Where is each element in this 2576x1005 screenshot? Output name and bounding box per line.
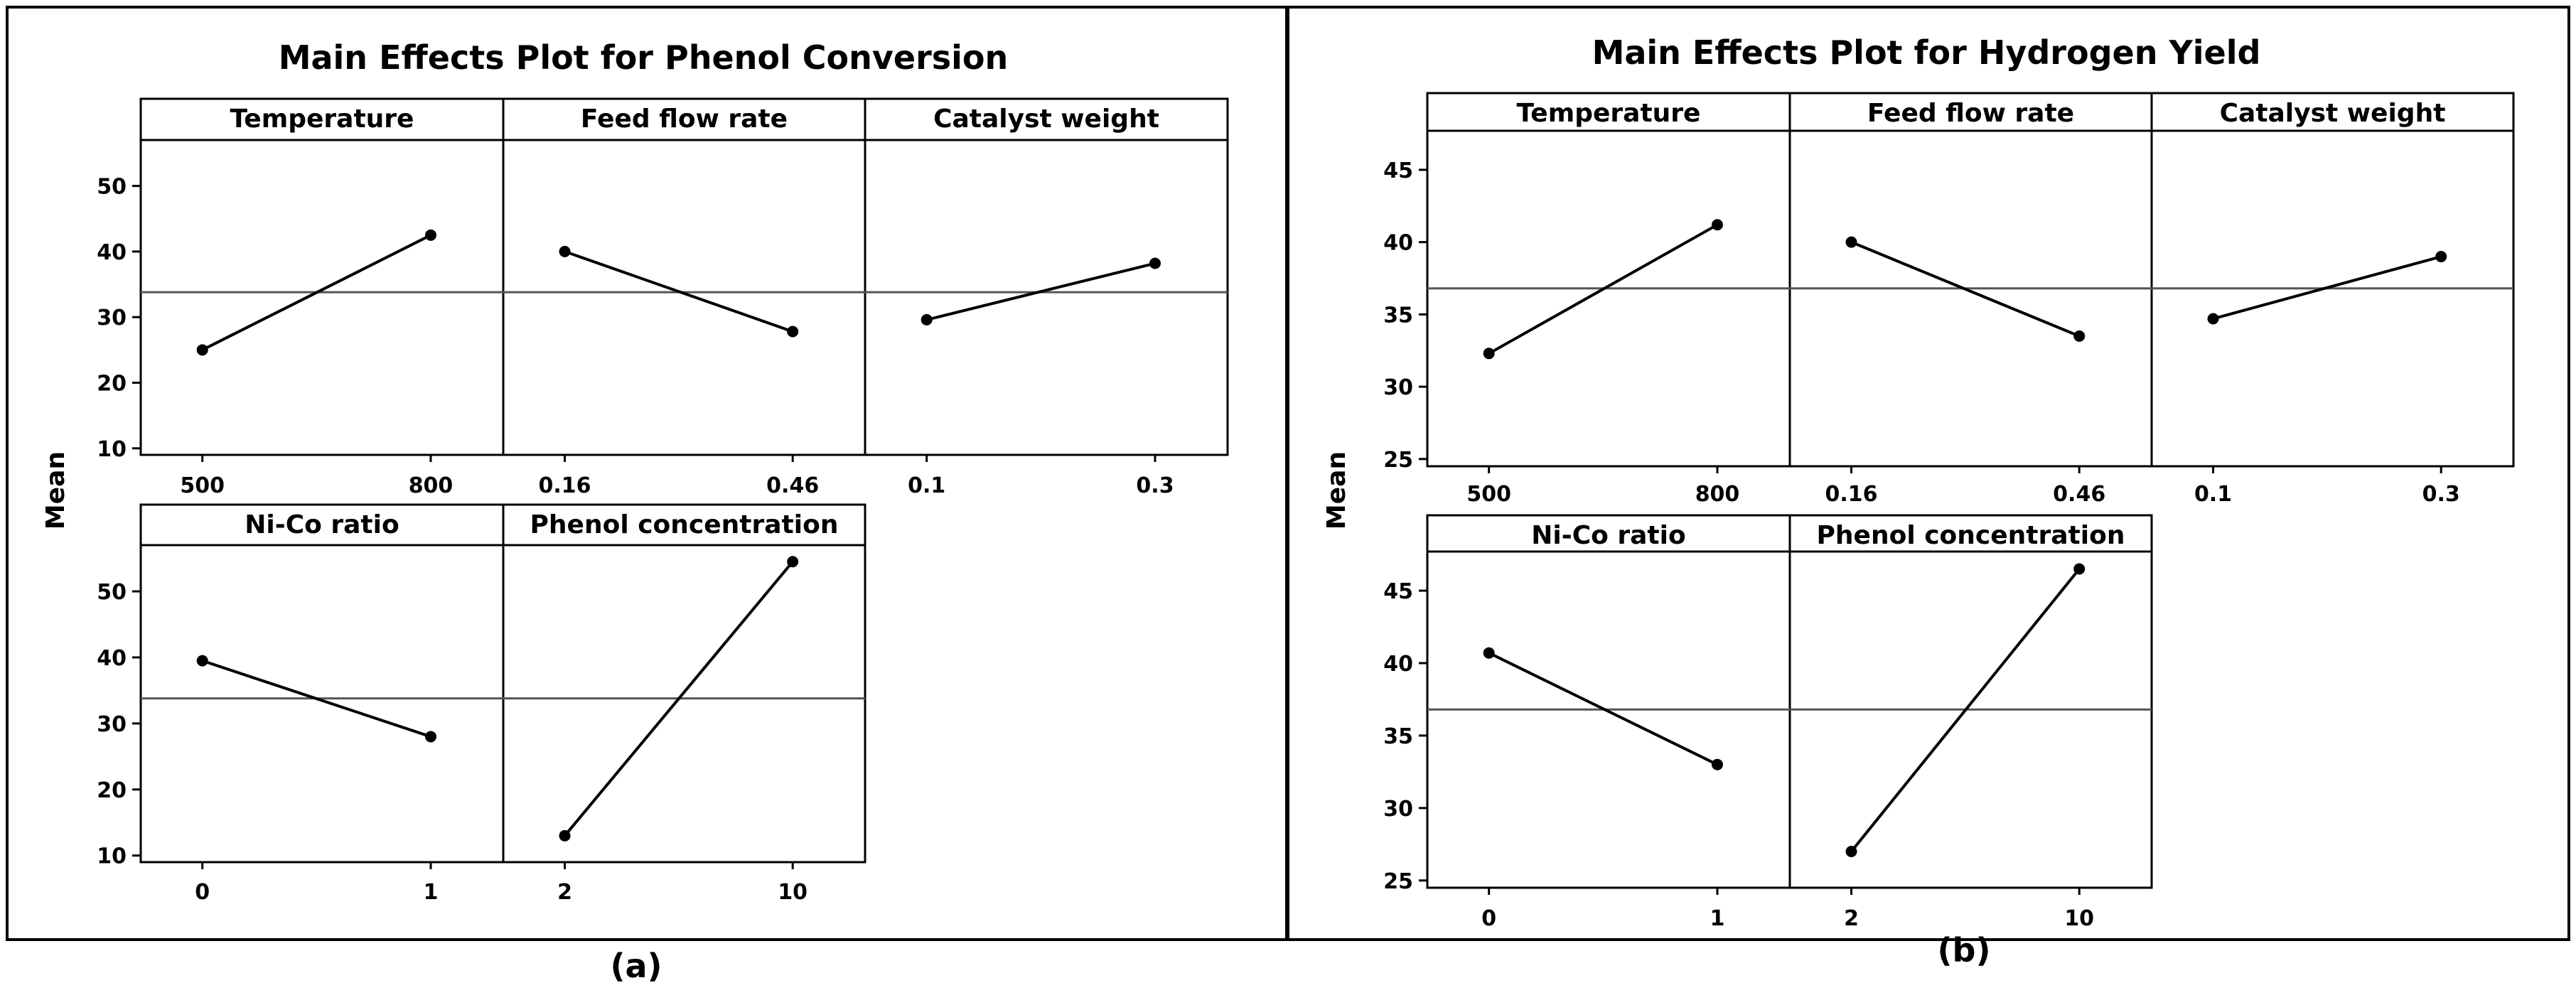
data-point (1712, 758, 1723, 770)
data-point (1483, 348, 1495, 360)
x-tick-label: 2 (1844, 906, 1859, 931)
x-tick-label: 2 (557, 880, 572, 905)
data-point (425, 229, 436, 241)
x-tick-label: 0 (195, 880, 210, 905)
x-tick-label: 1 (424, 880, 439, 905)
x-tick-label: 0.16 (539, 473, 591, 498)
figure-frame (1287, 6, 2570, 941)
y-tick-label: 25 (1383, 448, 1413, 473)
y-tick-label: 30 (97, 712, 127, 737)
panel-group-frame (1426, 92, 2515, 468)
y-tick-label: 35 (1383, 303, 1413, 328)
y-tick-label: 40 (97, 240, 127, 265)
effect-line (201, 234, 431, 352)
x-tick-label: 0.1 (908, 473, 945, 498)
y-tick-label: 20 (97, 371, 127, 396)
y-tick-label: 45 (1383, 579, 1413, 604)
data-point (196, 344, 208, 356)
y-tick-label: 50 (97, 175, 127, 200)
x-tick-label: 0.46 (2053, 482, 2105, 507)
y-axis-label: Mean (1322, 451, 1351, 530)
data-point (2207, 313, 2219, 325)
y-tick-label: 40 (1383, 652, 1413, 677)
data-point (1149, 257, 1161, 269)
y-tick-label: 20 (97, 778, 127, 803)
y-tick-label: 25 (1383, 869, 1413, 894)
effect-line (564, 250, 793, 333)
data-point (2435, 251, 2447, 262)
x-tick-label: 500 (180, 473, 225, 498)
y-tick-label: 10 (97, 437, 127, 462)
y-tick-label: 35 (1383, 724, 1413, 749)
x-tick-label: 0.46 (766, 473, 819, 498)
data-point (196, 655, 208, 667)
data-point (921, 313, 933, 326)
panel-title: Feed flow rate (581, 104, 788, 134)
x-tick-label: 1 (1710, 906, 1725, 931)
x-tick-label: 0.3 (1136, 473, 1174, 498)
chart-a: Main Effects Plot for Phenol Conversion M… (6, 6, 1288, 985)
x-tick-label: 0.3 (2422, 482, 2460, 507)
data-point (425, 731, 436, 743)
figure-caption: (b) (1938, 931, 1991, 969)
x-tick-label: 0.1 (2194, 482, 2232, 507)
data-point (787, 326, 799, 338)
y-tick-label: 10 (97, 844, 127, 869)
data-point (1712, 219, 1723, 231)
panel-title: Catalyst weight (933, 104, 1159, 134)
chart-title: Main Effects Plot for Phenol Conversion (279, 38, 1009, 77)
panel-group-frame (139, 97, 1229, 456)
effect-line (1850, 568, 2081, 853)
data-point (559, 829, 571, 842)
figure-caption: (a) (610, 947, 662, 985)
data-point (1483, 647, 1495, 659)
y-tick-label: 30 (1383, 375, 1413, 400)
x-tick-label: 500 (1466, 482, 1511, 507)
effect-line (1488, 223, 1718, 355)
y-axis-label: Mean (41, 451, 70, 530)
x-tick-label: 800 (1695, 482, 1740, 507)
panel-title: Ni-Co ratio (245, 510, 399, 539)
x-tick-label: 10 (2064, 906, 2094, 931)
x-tick-label: 0.16 (1825, 482, 1878, 507)
y-tick-label: 30 (1383, 797, 1413, 822)
chart-b: Main Effects Plot for Hydrogen Yield Mean… (1287, 6, 2570, 969)
x-tick-label: 0 (1481, 906, 1496, 931)
x-tick-label: 800 (409, 473, 454, 498)
data-point (2073, 330, 2086, 342)
data-point (1845, 236, 1857, 248)
panel-title: Phenol concentration (530, 510, 839, 539)
y-tick-label: 40 (1383, 231, 1413, 256)
data-point (787, 556, 799, 568)
panel-title: Feed flow rate (1867, 99, 2074, 128)
y-tick-label: 40 (97, 646, 127, 671)
y-tick-label: 30 (97, 306, 127, 330)
y-tick-label: 45 (1383, 158, 1413, 183)
effect-line (1488, 651, 1718, 766)
effect-line (202, 659, 431, 738)
data-point (2073, 563, 2086, 575)
panel-title: Catalyst weight (2220, 99, 2446, 128)
effect-line (2213, 255, 2442, 321)
panel-title: Temperature (1517, 99, 1701, 128)
panel-title: Phenol concentration (1817, 521, 2125, 550)
effect-line (926, 262, 1156, 321)
y-tick-label: 50 (97, 580, 127, 605)
data-point (559, 245, 571, 257)
chart-title: Main Effects Plot for Hydrogen Yield (1592, 33, 2261, 72)
effect-line (563, 560, 794, 837)
data-point (1845, 846, 1857, 858)
panel-title: Ni-Co ratio (1531, 521, 1685, 550)
panel-title: Temperature (230, 104, 414, 134)
effect-line (1850, 240, 2080, 338)
x-tick-label: 10 (778, 880, 807, 905)
